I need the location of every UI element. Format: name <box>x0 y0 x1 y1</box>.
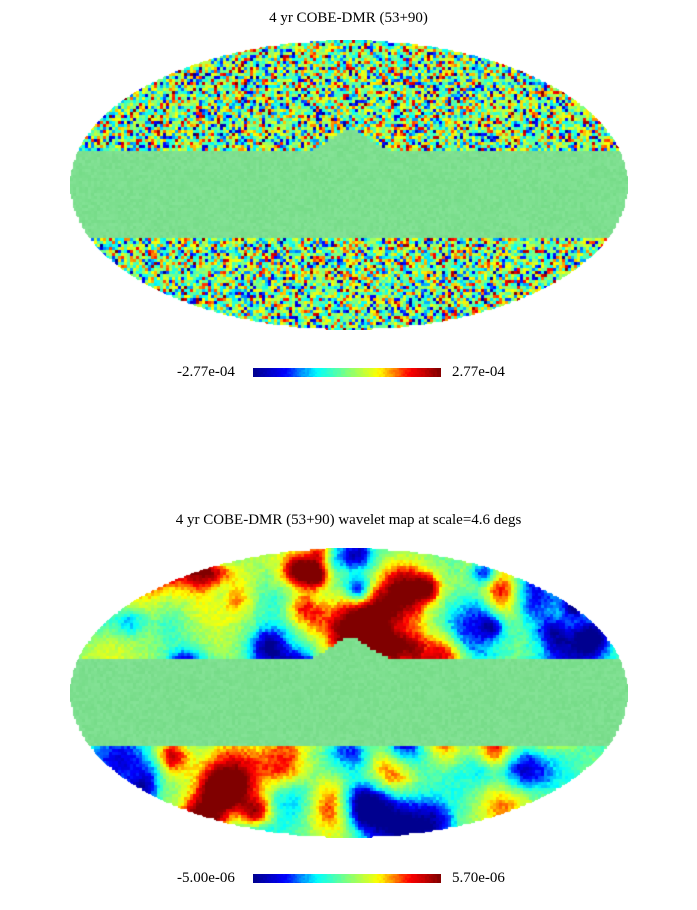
top-colorbar-gradient <box>253 368 441 377</box>
top-colorbar-max-label: 2.77e-04 <box>452 364 505 380</box>
bottom-map-title: 4 yr COBE-DMR (53+90) wavelet map at sca… <box>175 512 522 528</box>
bottom-colorbar-min-label: -5.00e-06 <box>177 870 235 886</box>
top-map-panel: 4 yr COBE-DMR (53+90) -2.77e-04 2.77e-04 <box>0 0 697 420</box>
top-colorbar-min-label: -2.77e-04 <box>177 364 235 380</box>
top-mollweide-map <box>70 40 628 330</box>
bottom-map-panel: 4 yr COBE-DMR (53+90) wavelet map at sca… <box>0 455 697 910</box>
bottom-colorbar-max-label: 5.70e-06 <box>452 870 505 886</box>
top-map-title: 4 yr COBE-DMR (53+90) <box>269 10 428 26</box>
top-colorbar: -2.77e-04 2.77e-04 <box>0 364 697 384</box>
bottom-colorbar: -5.00e-06 5.70e-06 <box>0 870 697 890</box>
bottom-colorbar-gradient <box>253 874 441 883</box>
bottom-mollweide-map <box>70 548 628 838</box>
